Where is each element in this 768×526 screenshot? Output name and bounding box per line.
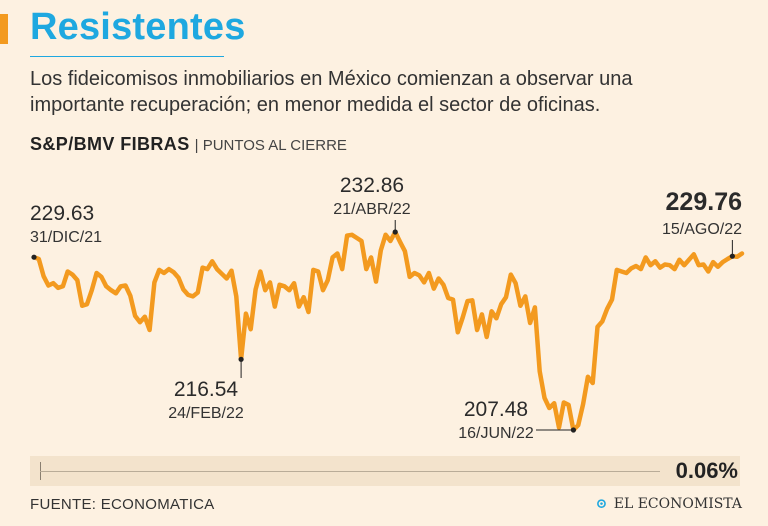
title-accent-bar (0, 14, 8, 44)
change-bar-track (40, 471, 660, 472)
title-underline (30, 56, 224, 57)
annotation-dot (31, 254, 37, 260)
line-chart: 229.63 31/DIC/21 216.54 24/FEB/22 232.86 21/A… (30, 174, 745, 442)
annotation-date: 31/DIC/21 (30, 229, 102, 246)
annotations: 229.63 31/DIC/21 216.54 24/FEB/22 232.86 21/A… (30, 174, 742, 442)
change-percent: 0.06% (675, 458, 738, 483)
page-subtitle: Los fideicomisos inmobiliarios en México… (30, 68, 633, 116)
annotation-value: 229.76 (666, 188, 742, 216)
annotation-value: 216.54 (174, 378, 239, 401)
annotation-value: 207.48 (464, 398, 528, 421)
chart-name: S&P/BMV FIBRAS (30, 134, 190, 154)
page-title: Resistentes (30, 6, 246, 48)
brand-name: EL ECONOMISTA (613, 496, 742, 512)
annotation-value: 229.63 (30, 202, 94, 225)
annotation-date: 16/JUN/22 (458, 425, 534, 442)
change-bar: 0.06% (30, 456, 740, 486)
series-line (31, 229, 745, 433)
annotation-date: 24/FEB/22 (168, 405, 244, 422)
annotation-date: 15/AGO/22 (662, 221, 742, 238)
chart-heading: S&P/BMV FIBRAS | PUNTOS AL CIERRE (30, 134, 347, 155)
source-note: FUENTE: ECONOMATICA (30, 496, 215, 513)
chart-unit: | PUNTOS AL CIERRE (194, 137, 347, 154)
annotation-date: 21/ABR/22 (333, 201, 410, 218)
brand-logo: ⊙ EL ECONOMISTA (596, 496, 742, 512)
annotation-value: 232.86 (340, 174, 404, 197)
e-logo-icon: ⊙ (595, 496, 608, 512)
